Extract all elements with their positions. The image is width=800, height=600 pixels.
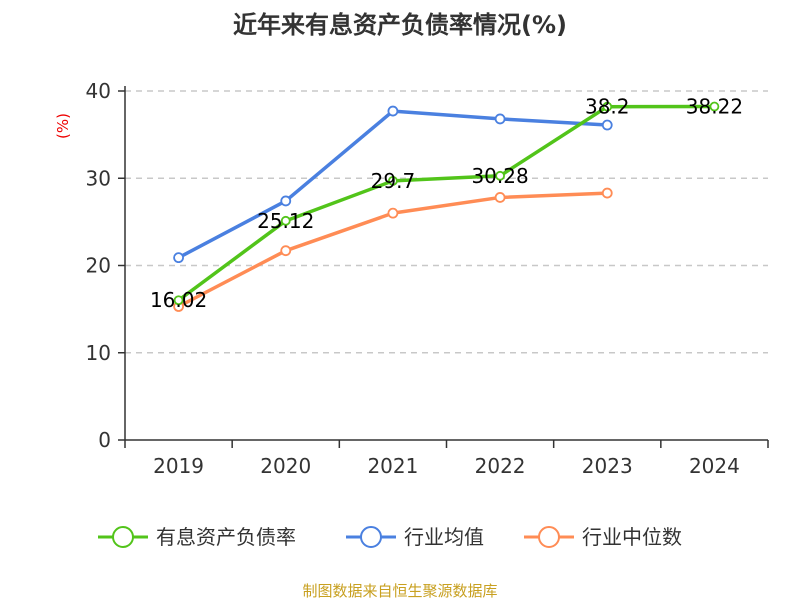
data-point xyxy=(387,105,399,117)
data-label: 30.28 xyxy=(471,164,528,188)
x-tick-label: 2019 xyxy=(153,454,204,478)
data-point xyxy=(387,207,399,219)
x-tick-label: 2024 xyxy=(689,454,740,478)
chart-title: 近年来有息资产负债率情况(%) xyxy=(233,11,567,39)
data-label: 25.12 xyxy=(257,209,314,233)
data-point xyxy=(280,215,291,226)
data-label: 29.7 xyxy=(371,169,416,193)
legend-label: 行业均值 xyxy=(404,525,484,549)
source-note: 制图数据来自恒生聚源数据库 xyxy=(302,582,497,600)
legend-label: 行业中位数 xyxy=(582,525,682,549)
data-point xyxy=(388,175,398,186)
data-point xyxy=(280,245,292,257)
data-label: 38.2 xyxy=(585,95,630,119)
data-point xyxy=(173,252,184,264)
legend-item[interactable]: 行业均值 xyxy=(346,525,484,549)
data-point xyxy=(494,113,506,125)
legend-marker xyxy=(538,526,560,548)
x-tick-label: 2022 xyxy=(475,454,526,478)
data-label: 38.22 xyxy=(686,95,743,119)
y-tick-label: 30 xyxy=(86,166,111,190)
data-point xyxy=(709,101,720,112)
y-tick-label: 40 xyxy=(86,79,111,103)
data-label: 16.02 xyxy=(150,288,207,312)
data-point xyxy=(601,119,613,131)
x-tick-label: 2020 xyxy=(260,454,311,478)
legend-label: 有息资产负债率 xyxy=(156,525,296,549)
data-point xyxy=(601,187,613,199)
x-tick-label: 2023 xyxy=(582,454,633,478)
data-point xyxy=(494,192,506,203)
y-tick-label: 10 xyxy=(86,341,111,365)
data-point xyxy=(495,170,505,181)
y-tick-label: 20 xyxy=(86,254,111,278)
legend-marker xyxy=(112,526,134,548)
series-line-0 xyxy=(177,104,715,302)
data-point xyxy=(602,101,613,112)
legend-marker xyxy=(360,526,382,548)
data-point xyxy=(280,195,292,207)
legend-item[interactable]: 行业中位数 xyxy=(524,525,682,549)
y-axis-label: (%) xyxy=(54,113,72,139)
data-point xyxy=(173,295,184,306)
y-tick-label: 0 xyxy=(98,428,111,452)
legend-item[interactable]: 有息资产负债率 xyxy=(98,525,296,549)
x-tick-label: 2021 xyxy=(367,454,418,478)
